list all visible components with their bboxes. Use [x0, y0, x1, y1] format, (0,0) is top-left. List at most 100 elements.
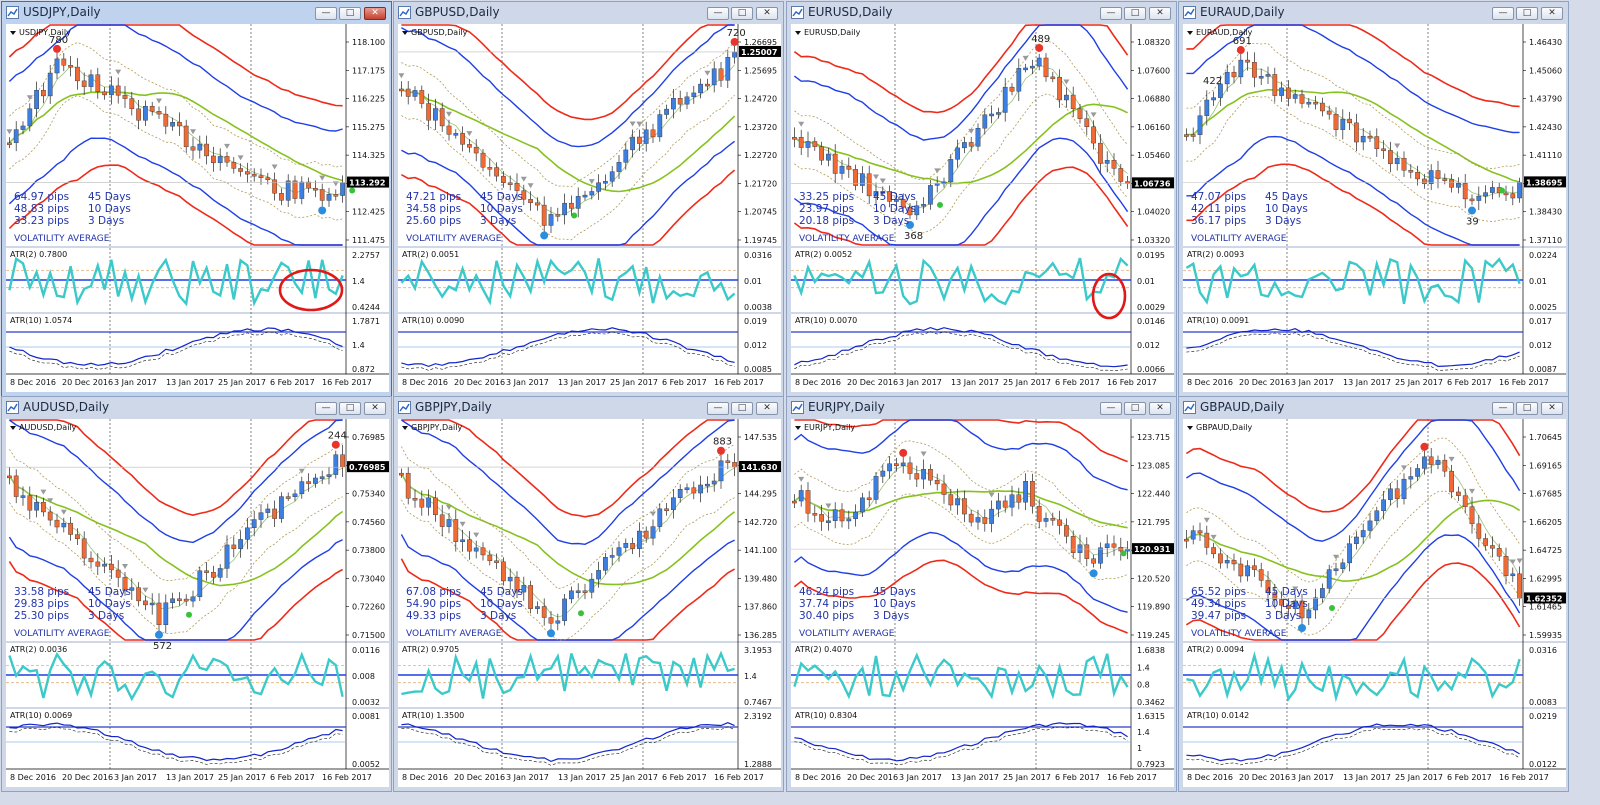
candlestick	[149, 101, 155, 116]
current-price: 120.931	[1134, 545, 1171, 554]
minimize-button[interactable]: —	[315, 402, 337, 415]
candlestick	[399, 468, 404, 478]
volatility-pips: 49.34 pips	[1191, 598, 1246, 610]
chart-menu-icon[interactable]	[10, 426, 16, 430]
candlestick	[705, 78, 710, 91]
current-price: 1.25007	[741, 48, 777, 57]
price-chart[interactable]: 244572AUDUSD,Daily0.769850.761000.753400…	[6, 419, 389, 787]
close-button[interactable]: ✕	[1149, 402, 1171, 415]
window-title-bar[interactable]: EURJPY,Daily — □ ✕	[787, 397, 1176, 419]
candlestick	[866, 490, 872, 507]
chart-menu-icon[interactable]	[1187, 426, 1193, 430]
window-title-bar[interactable]: GBPAUD,Daily — □ ✕	[1179, 397, 1568, 419]
close-button[interactable]: ✕	[756, 7, 778, 20]
price-chart[interactable]: 489 368 EURUSD,Daily 1.08320 1.07600 1.06880 1…	[791, 24, 1174, 392]
minimize-button[interactable]: —	[707, 7, 729, 20]
window-title-bar[interactable]: AUDUSD,Daily — □ ✕	[2, 397, 391, 419]
chart-window[interactable]: GBPJPY,Daily—□✕883GBPJPY,Daily147.535145…	[393, 396, 784, 792]
candlestick	[725, 453, 731, 470]
price-chart[interactable]: 691 39 422 EURAUD,Daily 1.46430 1.45060 1.4379…	[1183, 24, 1566, 392]
candlestick	[1299, 89, 1305, 109]
date-axis-label: 13 Jan 2017	[951, 773, 999, 782]
maximize-button[interactable]: □	[1124, 402, 1146, 415]
chart-menu-icon[interactable]	[1187, 31, 1193, 35]
maximize-button[interactable]: □	[1516, 7, 1538, 20]
window-title-bar[interactable]: EURAUD,Daily — □ ✕	[1179, 2, 1568, 24]
minimize-button[interactable]: —	[1100, 402, 1122, 415]
chart-window[interactable]: AUDUSD,Daily — □ ✕ 244 572 AUDUSD,Daily 0.76985…	[1, 396, 392, 792]
chart-window[interactable]: GBPUSD,Daily — □ ✕ 720 GBPUSD,Daily 1.26695 1.2…	[393, 1, 784, 397]
chart-menu-icon[interactable]	[795, 426, 801, 430]
candlestick	[616, 541, 622, 562]
candlestick	[941, 474, 947, 504]
maximize-button[interactable]: □	[731, 7, 753, 20]
triangle-down-icon	[298, 468, 305, 474]
triangle-down-icon	[879, 178, 886, 184]
candlestick	[54, 52, 60, 80]
atr2-axis-label: 0.7467	[744, 698, 772, 707]
chart-window[interactable]: EURUSD,Daily — □ ✕ 489 368 EURUSD,Daily 1.08320…	[786, 1, 1177, 397]
price-chart[interactable]: GBPAUD,Daily 1.70645 1.69165 1.67685 1.66205…	[1183, 419, 1566, 787]
date-axis-label: 6 Feb 2017	[1055, 378, 1100, 387]
triangle-down-icon	[190, 129, 196, 135]
chart-menu-icon[interactable]	[402, 31, 408, 35]
date-axis-label: 3 Jan 2017	[114, 378, 157, 387]
close-button[interactable]: ✕	[756, 402, 778, 415]
candlestick	[1292, 594, 1298, 616]
triangle-down-icon	[1022, 55, 1029, 61]
maximize-button[interactable]: □	[339, 402, 361, 415]
candlestick	[41, 497, 46, 517]
price-axis-label: 1.62995	[1529, 574, 1562, 583]
candlestick	[1118, 163, 1124, 187]
chart-menu-icon[interactable]	[795, 31, 801, 35]
close-button[interactable]: ✕	[364, 7, 386, 20]
candlestick	[1218, 548, 1223, 569]
candlestick	[1320, 583, 1325, 603]
maximize-button[interactable]: □	[731, 402, 753, 415]
price-chart[interactable]: EURJPY,Daily 123.715 123.085 122.440 121.795…	[791, 419, 1174, 787]
candlestick	[129, 578, 135, 600]
window-title-bar[interactable]: GBPJPY,Daily — □ ✕	[394, 397, 783, 419]
chart-window[interactable]: EURAUD,Daily — □ ✕ 691 39 422 EURAUD,Daily 1.464…	[1178, 1, 1569, 397]
minimize-button[interactable]: —	[707, 402, 729, 415]
price-chart[interactable]: 720 GBPUSD,Daily 1.26695 1.25695 1.24720 1.23…	[398, 24, 781, 392]
minimize-button[interactable]: —	[315, 7, 337, 20]
close-button[interactable]: ✕	[1541, 402, 1563, 415]
window-title-bar[interactable]: EURUSD,Daily — □ ✕	[787, 2, 1176, 24]
maximize-button[interactable]: □	[1516, 402, 1538, 415]
extreme-annotation: 39	[1466, 217, 1479, 228]
candlestick	[1333, 107, 1339, 137]
date-axis-label: 8 Dec 2016	[795, 773, 841, 782]
minimize-button[interactable]: —	[1100, 7, 1122, 20]
candlestick	[1265, 571, 1271, 602]
window-title-bar[interactable]: USDJPY,Daily — □ ✕	[2, 2, 391, 24]
candlestick	[446, 119, 452, 141]
minimize-button[interactable]: —	[1492, 402, 1514, 415]
candlestick	[68, 55, 73, 77]
chart-menu-icon[interactable]	[10, 31, 16, 35]
price-axis-label: 1.20745	[744, 208, 777, 217]
price-chart[interactable]: 883GBPJPY,Daily147.535145.915144.295142.…	[398, 419, 781, 787]
chart-window[interactable]: USDJPY,Daily — □ ✕ 780 USDJPY,Daily 118.100 117…	[1, 1, 392, 397]
maximize-button[interactable]: □	[1124, 7, 1146, 20]
minimize-button[interactable]: —	[1492, 7, 1514, 20]
window-title-bar[interactable]: GBPUSD,Daily — □ ✕	[394, 2, 783, 24]
maximize-button[interactable]: □	[339, 7, 361, 20]
chart-window[interactable]: EURJPY,Daily — □ ✕ EURJPY,Daily 123.715 123.08…	[786, 396, 1177, 792]
volatility-caption: VOLATILITY AVERAGE	[406, 629, 502, 639]
close-button[interactable]: ✕	[1149, 7, 1171, 20]
candlestick	[1211, 91, 1216, 107]
close-button[interactable]: ✕	[364, 402, 386, 415]
chart-menu-icon[interactable]	[402, 426, 408, 430]
triangle-down-icon	[398, 73, 405, 79]
extreme-annotation: 489	[1031, 34, 1050, 45]
low-marker	[1089, 569, 1098, 578]
candlestick	[1388, 482, 1393, 506]
candlestick	[326, 466, 332, 485]
chart-window[interactable]: GBPAUD,Daily — □ ✕ GBPAUD,Daily 1.70645 1.6916…	[1178, 396, 1569, 792]
close-button[interactable]: ✕	[1541, 7, 1563, 20]
candlestick	[204, 135, 209, 165]
candlestick	[446, 512, 452, 534]
candlestick	[1408, 467, 1414, 489]
